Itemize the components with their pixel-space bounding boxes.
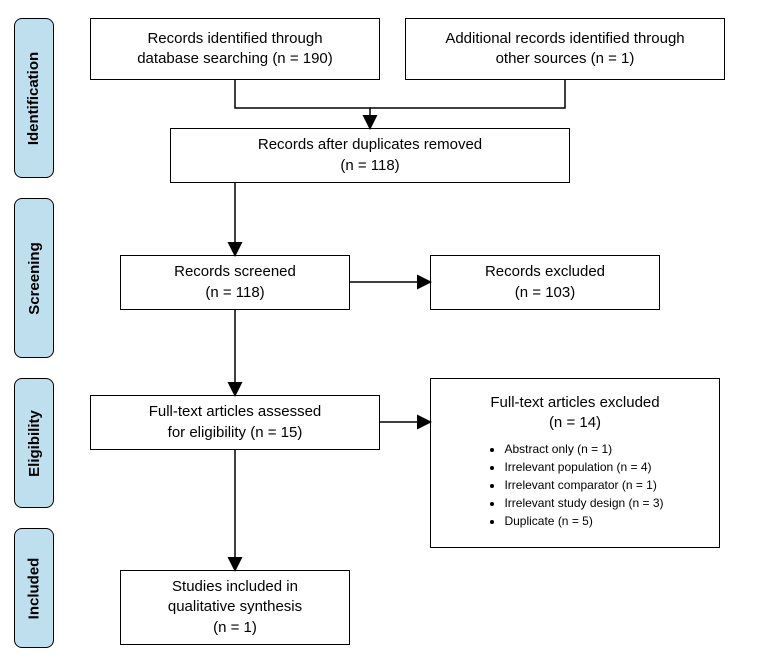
stage-eligibility-label: Eligibility [26, 410, 43, 477]
included-line1: Studies included in [172, 577, 298, 597]
box-ft-assessed: Full-text articles assessed for eligibil… [90, 395, 380, 450]
stage-included-label: Included [26, 557, 43, 619]
screened-line2: (n = 118) [205, 283, 264, 303]
screened-line1: Records screened [174, 262, 296, 282]
db-search-line1: Records identified through [147, 29, 322, 49]
ft-excluded-bullet: Irrelevant population (n = 4) [504, 458, 663, 476]
ft-excluded-bullet: Irrelevant comparator (n = 1) [504, 476, 663, 494]
ft-excluded-bullet: Irrelevant study design (n = 3) [504, 494, 663, 512]
excluded-screen-line1: Records excluded [485, 262, 605, 282]
stage-screening-label: Screening [26, 242, 43, 315]
included-line3: (n = 1) [213, 618, 257, 638]
stage-identification: Identification [14, 18, 54, 178]
ft-excluded-bullet: Abstract only (n = 1) [504, 440, 663, 458]
flow-arrows [0, 0, 760, 666]
ft-assessed-line2: for eligibility (n = 15) [168, 423, 303, 443]
box-db-search: Records identified through database sear… [90, 18, 380, 80]
ft-assessed-line1: Full-text articles assessed [149, 402, 322, 422]
arrow-db-to-dup [235, 80, 370, 127]
db-search-line2: database searching (n = 190) [137, 49, 333, 69]
box-excluded-screen: Records excluded (n = 103) [430, 255, 660, 310]
after-dup-line1: Records after duplicates removed [258, 135, 482, 155]
other-sources-line2: other sources (n = 1) [496, 49, 635, 69]
stage-screening: Screening [14, 198, 54, 358]
ft-excluded-title1: Full-text articles excluded [490, 393, 659, 413]
box-other-sources: Additional records identified through ot… [405, 18, 725, 80]
ft-excluded-bullets: Abstract only (n = 1) Irrelevant populat… [486, 440, 663, 530]
box-after-dup: Records after duplicates removed (n = 11… [170, 128, 570, 183]
stage-identification-label: Identification [26, 51, 43, 144]
box-ft-excluded: Full-text articles excluded (n = 14) Abs… [430, 378, 720, 548]
stage-eligibility: Eligibility [14, 378, 54, 508]
ft-excluded-title2: (n = 14) [549, 413, 601, 433]
ft-excluded-bullet: Duplicate (n = 5) [504, 512, 663, 530]
included-line2: qualitative synthesis [168, 597, 302, 617]
box-included: Studies included in qualitative synthesi… [120, 570, 350, 645]
stage-included: Included [14, 528, 54, 648]
arrow-other-to-dup [370, 80, 565, 108]
box-screened: Records screened (n = 118) [120, 255, 350, 310]
excluded-screen-line2: (n = 103) [515, 283, 575, 303]
other-sources-line1: Additional records identified through [445, 29, 684, 49]
after-dup-line2: (n = 118) [340, 156, 399, 176]
